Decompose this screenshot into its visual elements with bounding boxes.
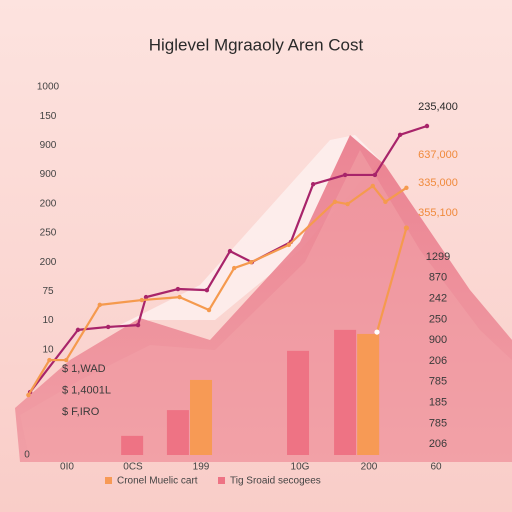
line-point xyxy=(75,327,81,333)
line-point xyxy=(232,265,237,271)
x-axis-label: 0I0 xyxy=(60,462,74,473)
right-label: 785 xyxy=(429,376,447,388)
line-point xyxy=(370,183,375,189)
x-axis-label: 0CS xyxy=(123,462,143,473)
y-axis-label: 1000 xyxy=(37,82,60,93)
x-axis-label: 10G xyxy=(291,462,310,473)
right-label: 785 xyxy=(429,417,447,429)
top-label: 235,400 xyxy=(418,101,458,113)
top-label: 355,100 xyxy=(418,207,458,219)
line-point xyxy=(97,302,103,308)
line-point xyxy=(332,199,338,205)
right-label: 206 xyxy=(429,438,447,450)
inner-label: $ F,IRO xyxy=(62,406,100,418)
legend: Cronel Muelic cart Tig Sroaid secogees xyxy=(105,476,321,487)
line-point xyxy=(106,324,111,330)
line-point xyxy=(374,329,380,335)
bar xyxy=(121,435,144,455)
legend-label: Cronel Muelic cart xyxy=(117,476,198,487)
y-axis-label: 75 xyxy=(42,286,54,297)
y-axis-label: 200 xyxy=(40,198,57,209)
right-label: 870 xyxy=(429,272,447,284)
y-axis-label: 900 xyxy=(40,140,57,151)
line-point xyxy=(26,392,31,398)
line-point xyxy=(139,297,144,303)
line-point xyxy=(383,199,388,205)
line-point xyxy=(345,201,350,207)
line-point xyxy=(286,242,291,248)
line-point xyxy=(424,123,430,129)
line-point xyxy=(143,294,149,300)
y-axis-label: 10 xyxy=(42,344,54,355)
right-label: 242 xyxy=(429,293,447,305)
y-axis-label: 10 xyxy=(42,315,54,326)
right-label: 1299 xyxy=(426,251,450,263)
x-axis-label: 60 xyxy=(430,462,442,473)
x-axis-label: 199 xyxy=(193,462,210,473)
right-label: 206 xyxy=(429,355,447,367)
y-axis-label: 250 xyxy=(40,228,57,239)
line-point xyxy=(372,172,378,178)
chart-title: Higlevel Mgraaoly Aren Cost xyxy=(149,35,364,54)
right-label: 250 xyxy=(429,313,447,325)
y-axis-label: 0 xyxy=(24,450,30,461)
x-axis-label: 200 xyxy=(361,462,378,473)
line-point xyxy=(177,294,182,300)
line-point xyxy=(204,287,210,293)
top-label: 335,000 xyxy=(418,177,458,189)
line-point xyxy=(63,357,69,363)
bar xyxy=(334,329,357,455)
top-label: 637,000 xyxy=(418,149,458,161)
legend-swatch xyxy=(218,477,225,484)
right-label: 900 xyxy=(429,334,447,346)
bar xyxy=(287,350,310,455)
inner-label: $ 1,4001L xyxy=(62,384,111,396)
line-point xyxy=(206,307,212,313)
legend-label: Tig Sroaid secogees xyxy=(230,476,321,487)
line-point xyxy=(342,172,348,178)
line-point xyxy=(248,259,254,265)
line xyxy=(375,227,408,333)
line-point xyxy=(404,185,409,191)
y-axis-label: 200 xyxy=(40,257,57,268)
line-point xyxy=(175,286,181,292)
bar xyxy=(166,410,189,455)
y-axis-label: 900 xyxy=(40,169,57,180)
y-axis-label: 150 xyxy=(40,111,57,122)
line-point xyxy=(310,181,316,187)
mountain-front xyxy=(20,150,512,462)
right-label: 185 xyxy=(429,397,447,409)
line-point xyxy=(47,357,52,363)
legend-swatch xyxy=(105,477,112,484)
line-point xyxy=(135,322,141,328)
line-point xyxy=(227,248,233,254)
bar xyxy=(190,379,213,455)
line-point xyxy=(397,132,403,138)
inner-label: $ 1,WAD xyxy=(62,363,106,375)
bar xyxy=(357,333,380,455)
line-point xyxy=(403,225,409,231)
